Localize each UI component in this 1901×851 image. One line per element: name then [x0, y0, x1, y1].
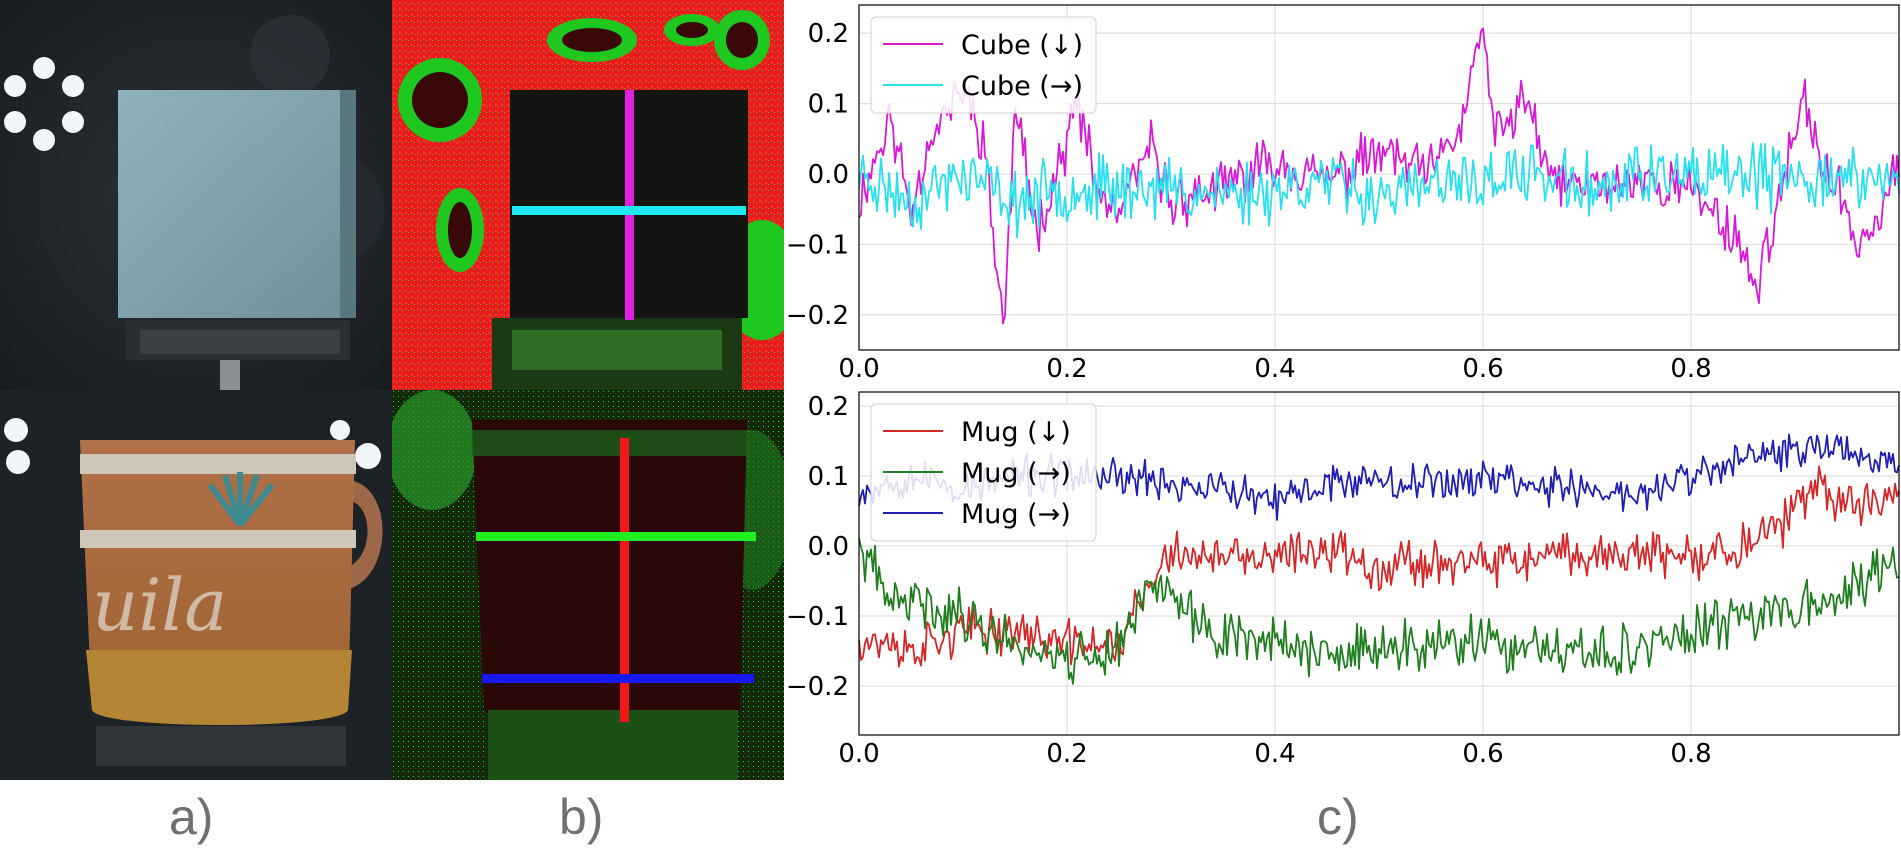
x-tick-label: 0.4 — [1254, 739, 1295, 769]
caption-c: c) — [1317, 789, 1359, 845]
panel-b-cube-map — [392, 0, 784, 390]
cube-photo — [0, 0, 392, 390]
mug-horizontal-profile-line-bottom — [482, 674, 754, 683]
cube-profile-chart: 0.0 0.2 0.4 0.6 0.8 0.2 0.1 0.0 −0.1 −0.2 Cube (↓)… — [786, 4, 1900, 384]
cube-difference-map — [392, 0, 784, 390]
x-tick-label: 0.8 — [1670, 354, 1711, 384]
ring-light — [4, 57, 84, 151]
plot-frame — [858, 4, 1900, 351]
series-line — [858, 537, 1900, 685]
mug-vertical-profile-line — [620, 438, 629, 722]
legend-box — [870, 16, 1097, 114]
series-line — [858, 142, 1900, 239]
panel-a-mug-photo: uila — [0, 390, 392, 780]
series-line — [858, 465, 1900, 668]
panel-b-mug-map — [392, 390, 784, 780]
legend: Mug (↓) Mug (→) Mug (→) — [870, 403, 1097, 542]
plot-frame — [858, 391, 1900, 736]
mug-photo: uila — [0, 390, 392, 780]
legend-box — [870, 403, 1097, 542]
mug-horizontal-profile-line-top — [476, 532, 756, 541]
legend-label: Mug (→) — [961, 499, 1071, 530]
y-tick-label: −0.1 — [786, 230, 849, 260]
y-tick-label: −0.1 — [786, 602, 849, 632]
x-tick-label: 0.6 — [1462, 354, 1503, 384]
caption-a: a) — [169, 789, 214, 845]
mug-difference-map — [392, 390, 784, 780]
legend-label: Mug (→) — [961, 458, 1071, 489]
agave-decoration — [207, 472, 275, 527]
legend: Cube (↓) Cube (→) — [870, 16, 1097, 114]
y-tick-label: 0.1 — [808, 462, 849, 492]
panel-a-cube-photo — [0, 0, 392, 390]
y-tick-label: 0.0 — [808, 532, 849, 562]
legend-label: Cube (→) — [961, 71, 1083, 102]
y-tick-label: 0.2 — [808, 19, 849, 49]
profile-charts: 0.0 0.2 0.4 0.6 0.8 0.2 0.1 0.0 −0.1 −0.2 Cube (↓)… — [786, 4, 1900, 769]
legend-label: Cube (↓) — [961, 30, 1083, 61]
y-tick-label: 0.2 — [808, 392, 849, 422]
x-tick-label: 0.2 — [1046, 739, 1087, 769]
y-tick-label: −0.2 — [786, 672, 849, 702]
x-tick-label: 0.0 — [838, 739, 879, 769]
x-tick-label: 0.6 — [1462, 739, 1503, 769]
y-tick-label: −0.2 — [786, 301, 849, 331]
legend-label: Mug (↓) — [961, 417, 1071, 448]
y-tick-label: 0.1 — [808, 90, 849, 120]
caption-b: b) — [559, 789, 604, 845]
x-tick-label: 0.0 — [838, 354, 879, 384]
y-tick-label: 0.0 — [808, 160, 849, 190]
cube-vertical-profile-line — [625, 90, 634, 320]
x-tick-label: 0.8 — [1670, 739, 1711, 769]
x-tick-label: 0.4 — [1254, 354, 1295, 384]
svg-text:uila: uila — [92, 563, 227, 647]
cube-horizontal-profile-line — [512, 206, 746, 215]
x-tick-label: 0.2 — [1046, 354, 1087, 384]
